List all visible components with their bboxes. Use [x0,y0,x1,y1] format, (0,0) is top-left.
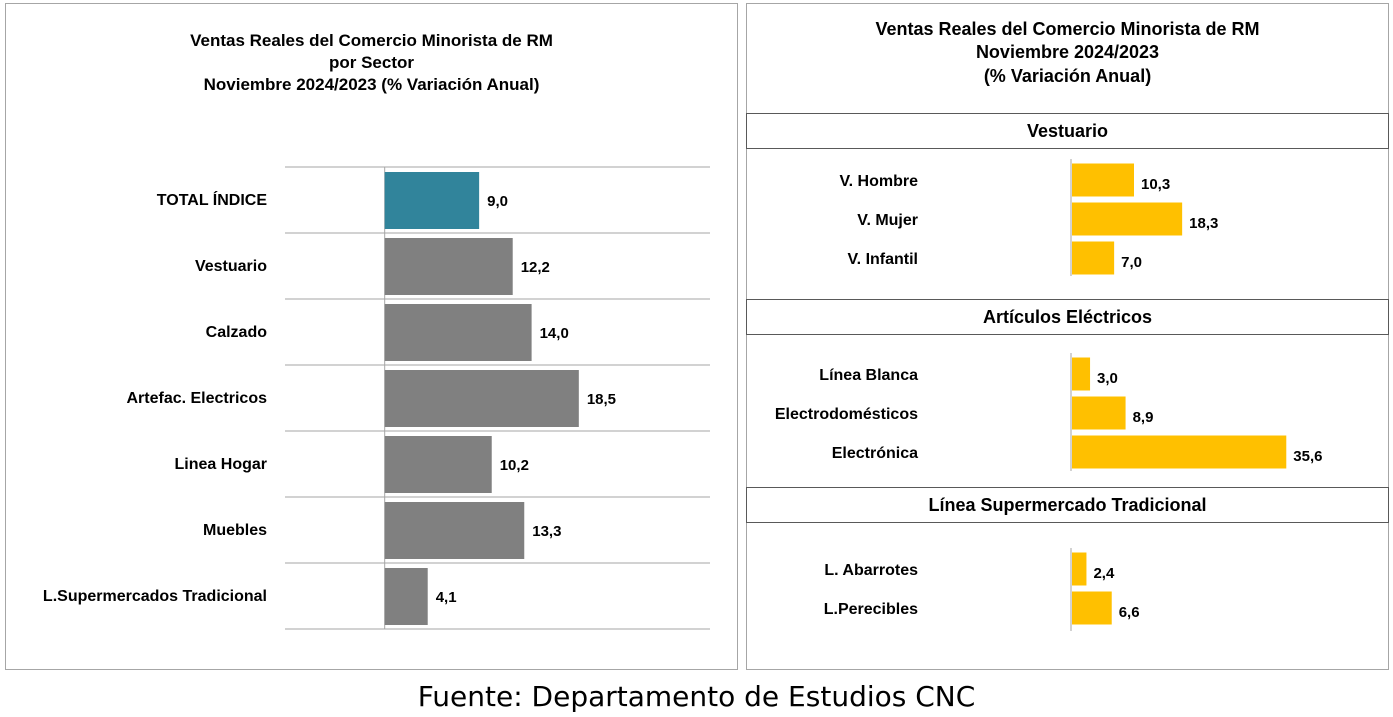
subsector-bar-chart: V. Hombre 10,3 V. Mujer 18,3 V. Infantil 7,0 L… [775,159,1322,631]
value-label-l-supermercados-tradicional: 4,1 [436,589,457,606]
category-label-l-perecibles: L.Perecibles [824,601,918,618]
value-label-linea-hogar: 10,2 [500,457,529,474]
bar-electronica [1072,435,1287,469]
value-label-v-infantil: 7,0 [1121,254,1142,271]
source-note: Fuente: Departamento de Estudios CNC [417,680,976,713]
sector-bar-chart: TOTAL ÍNDICE 9,0 Vestuario 12,2 Calzado 14,0 A… [43,166,710,630]
value-label-v-hombre: 10,3 [1141,176,1170,193]
value-label-electronica: 35,6 [1293,448,1322,465]
subsector-chart-title: Ventas Reales del Comercio Minorista de … [747,18,1388,88]
value-label-muebles: 13,3 [532,523,561,540]
subsector-chart-title-line-3: (% Variación Anual) [983,65,1152,86]
category-label-artefac-electricos: Artefac. Electricos [126,390,267,407]
category-label-muebles: Muebles [203,522,267,539]
category-label-v-hombre: V. Hombre [839,173,918,190]
category-label-electrodomesticos: Electrodomésticos [775,406,918,423]
category-label-v-infantil: V. Infantil [847,251,918,268]
sector-chart-panel: Ventas Reales del Comercio Minorista de … [5,3,738,670]
category-label-electronica: Electrónica [832,445,918,462]
bar-v-infantil [1072,241,1115,275]
bar-linea-hogar [384,436,492,493]
value-label-vestuario: 12,2 [521,259,550,276]
bar-l-perecibles [1072,591,1112,625]
section-header-articulos-electricos: Artículos Eléctricos [746,299,1389,335]
subsector-chart-panel: Ventas Reales del Comercio Minorista de … [746,3,1389,670]
value-label-artefac-electricos: 18,5 [587,391,616,408]
value-label-calzado: 14,0 [540,325,569,342]
bar-artefac-electricos [384,370,579,427]
bar-l-abarrotes [1072,552,1087,586]
category-label-l-abarrotes: L. Abarrotes [824,562,918,579]
section-header-vestuario: Vestuario [746,113,1389,149]
category-label-calzado: Calzado [206,324,268,341]
sector-chart-title-line-1: Ventas Reales del Comercio Minorista de … [190,31,553,50]
category-label-vestuario: Vestuario [195,258,267,275]
sector-chart-title-line-3: Noviembre 2024/2023 (% Variación Anual) [203,75,540,95]
bar-muebles [384,502,525,559]
sector-chart-title-line-2: por Sector [328,53,415,73]
value-label-l-abarrotes: 2,4 [1093,565,1115,582]
bar-total-indice [384,172,480,229]
value-label-electrodomesticos: 8,9 [1133,409,1154,426]
bar-linea-blanca [1072,357,1091,391]
category-label-linea-hogar: Linea Hogar [175,456,267,473]
bar-v-hombre [1072,163,1134,197]
bar-calzado [384,304,532,361]
value-label-l-perecibles: 6,6 [1119,604,1140,621]
subsector-chart-title-line-1: Ventas Reales del Comercio Minorista de … [875,19,1260,39]
value-label-v-mujer: 18,3 [1189,215,1218,232]
sector-chart-title: Ventas Reales del Comercio Minorista de … [6,30,737,96]
category-label-l-supermercados-tradicional: L.Supermercados Tradicional [43,588,267,605]
value-label-linea-blanca: 3,0 [1097,370,1118,387]
category-label-total-indice: TOTAL ÍNDICE [157,190,268,209]
bar-vestuario [384,238,513,295]
category-label-v-mujer: V. Mujer [857,212,918,229]
bar-v-mujer [1072,202,1183,236]
category-label-linea-blanca: Línea Blanca [819,367,918,384]
bar-l-supermercados-tradicional [384,568,428,625]
value-label-total-indice: 9,0 [487,193,508,210]
subsector-chart-title-line-2: Noviembre 2024/2023 [975,42,1160,63]
bar-electrodomesticos [1072,396,1126,430]
section-header-linea-supermercado: Línea Supermercado Tradicional [746,487,1389,523]
